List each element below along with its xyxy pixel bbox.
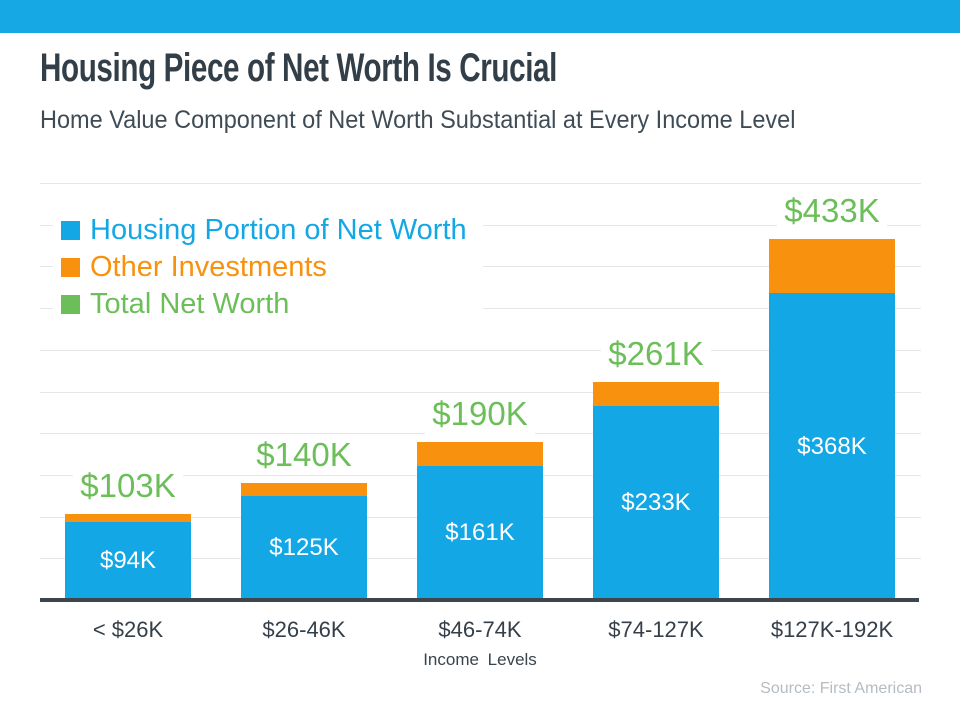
legend-swatch-icon bbox=[61, 221, 80, 240]
top-accent-bar bbox=[0, 0, 960, 33]
legend-label: Housing Portion of Net Worth bbox=[90, 214, 467, 246]
housing-value-label: $94K bbox=[99, 547, 157, 574]
other-investments-segment bbox=[593, 382, 719, 406]
bar-group: $233K bbox=[593, 382, 719, 600]
bar-group: $125K bbox=[241, 483, 367, 600]
housing-segment: $368K bbox=[769, 293, 895, 600]
other-investments-segment bbox=[65, 514, 191, 522]
x-axis-label: $127K-192K bbox=[770, 617, 894, 642]
gridline bbox=[40, 349, 921, 351]
x-axis-label: < $26K bbox=[92, 617, 164, 642]
other-investments-segment bbox=[241, 483, 367, 496]
housing-segment: $161K bbox=[417, 466, 543, 600]
legend-item: Other Investments bbox=[61, 251, 467, 284]
gridline bbox=[40, 183, 921, 184]
legend-label: Total Net Worth bbox=[90, 288, 290, 320]
total-value-label: $261K bbox=[566, 334, 746, 374]
plot-area: $94K $103K $125K $140K $161K $190K $233K $261K $… bbox=[38, 183, 922, 600]
housing-value-label: $233K bbox=[621, 489, 691, 516]
bar-group: $368K bbox=[769, 239, 895, 600]
housing-value-label: $161K bbox=[445, 519, 515, 546]
x-axis-label: $46-74K bbox=[438, 617, 522, 642]
housing-value-label: $368K bbox=[797, 432, 867, 460]
page-subtitle: Home Value Component of Net Worth Substa… bbox=[40, 106, 796, 134]
page-title: Housing Piece of Net Worth Is Crucial bbox=[40, 46, 558, 90]
bar-group: $94K bbox=[65, 514, 191, 600]
housing-segment: $94K bbox=[65, 522, 191, 600]
legend-swatch-icon bbox=[61, 295, 80, 314]
total-value-label: $140K bbox=[214, 435, 394, 475]
chart-area: $94K $103K $125K $140K $161K $190K $233K $261K $… bbox=[38, 183, 922, 703]
x-axis-title: Income Levels bbox=[423, 650, 537, 669]
legend-label: Other Investments bbox=[90, 251, 327, 283]
legend-item: Total Net Worth bbox=[61, 288, 467, 321]
total-value-label: $190K bbox=[390, 394, 570, 434]
x-axis-line bbox=[40, 598, 919, 602]
legend-swatch-icon bbox=[61, 258, 80, 277]
housing-segment: $125K bbox=[241, 496, 367, 600]
legend-item: Housing Portion of Net Worth bbox=[61, 214, 467, 247]
x-axis-label: $74-127K bbox=[608, 617, 704, 642]
other-investments-segment bbox=[417, 442, 543, 466]
housing-segment: $233K bbox=[593, 406, 719, 600]
source-text: Source: First American bbox=[760, 680, 922, 697]
housing-value-label: $125K bbox=[269, 534, 339, 561]
total-value-label: $103K bbox=[38, 466, 218, 506]
other-investments-segment bbox=[769, 239, 895, 293]
bar-group: $161K bbox=[417, 442, 543, 600]
legend: Housing Portion of Net Worth Other Invest… bbox=[53, 203, 483, 333]
x-axis-label: $26-46K bbox=[262, 617, 346, 642]
total-value-label: $433K bbox=[742, 191, 922, 231]
gridline bbox=[40, 391, 921, 393]
